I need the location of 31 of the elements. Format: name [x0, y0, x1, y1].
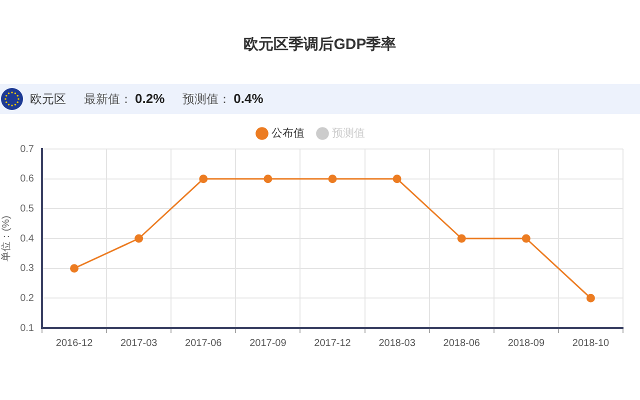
text: 欧元区: [30, 90, 66, 108]
point: [264, 174, 272, 184]
x-tick-label: 2017-06: [185, 338, 222, 349]
x-tick-label: 2018-03: [378, 338, 416, 349]
text: 预测值：0.4%: [182, 90, 264, 106]
point: [328, 174, 337, 184]
y-tick-label: 0.7: [20, 144, 34, 155]
text: 最新值：0.2%: [84, 90, 165, 106]
point: [522, 234, 530, 243]
y-axis-title: 单位：(%): [0, 216, 12, 262]
y-tick-label: 0.5: [20, 203, 34, 214]
y-tick-label: 0.6: [20, 174, 34, 185]
x-tick-label: 2016-12: [56, 338, 94, 349]
y-tick-label: 0.4: [20, 233, 34, 244]
x-tick-label: 2017-12: [314, 338, 352, 349]
chart-title: 欧元区季调后GDP季率: [242, 36, 398, 54]
x-tick-label: 2018-09: [508, 338, 545, 349]
point: [199, 174, 208, 184]
x-tick-label: 2017-03: [120, 338, 158, 349]
x-tick-label: 2018-10: [572, 338, 610, 349]
y-tick-label: 0.2: [20, 292, 34, 304]
point: [586, 294, 595, 302]
point: [134, 234, 144, 243]
x-tick-label: 2018-06: [443, 338, 480, 349]
y-tick-label: 0.3: [20, 263, 34, 274]
point: [392, 174, 402, 184]
point: [457, 234, 466, 243]
x-tick-label: 2017-09: [250, 338, 287, 349]
point: [70, 264, 79, 273]
y-tick-label: 0.1: [20, 322, 34, 334]
legend-label: 公布值: [272, 128, 304, 140]
